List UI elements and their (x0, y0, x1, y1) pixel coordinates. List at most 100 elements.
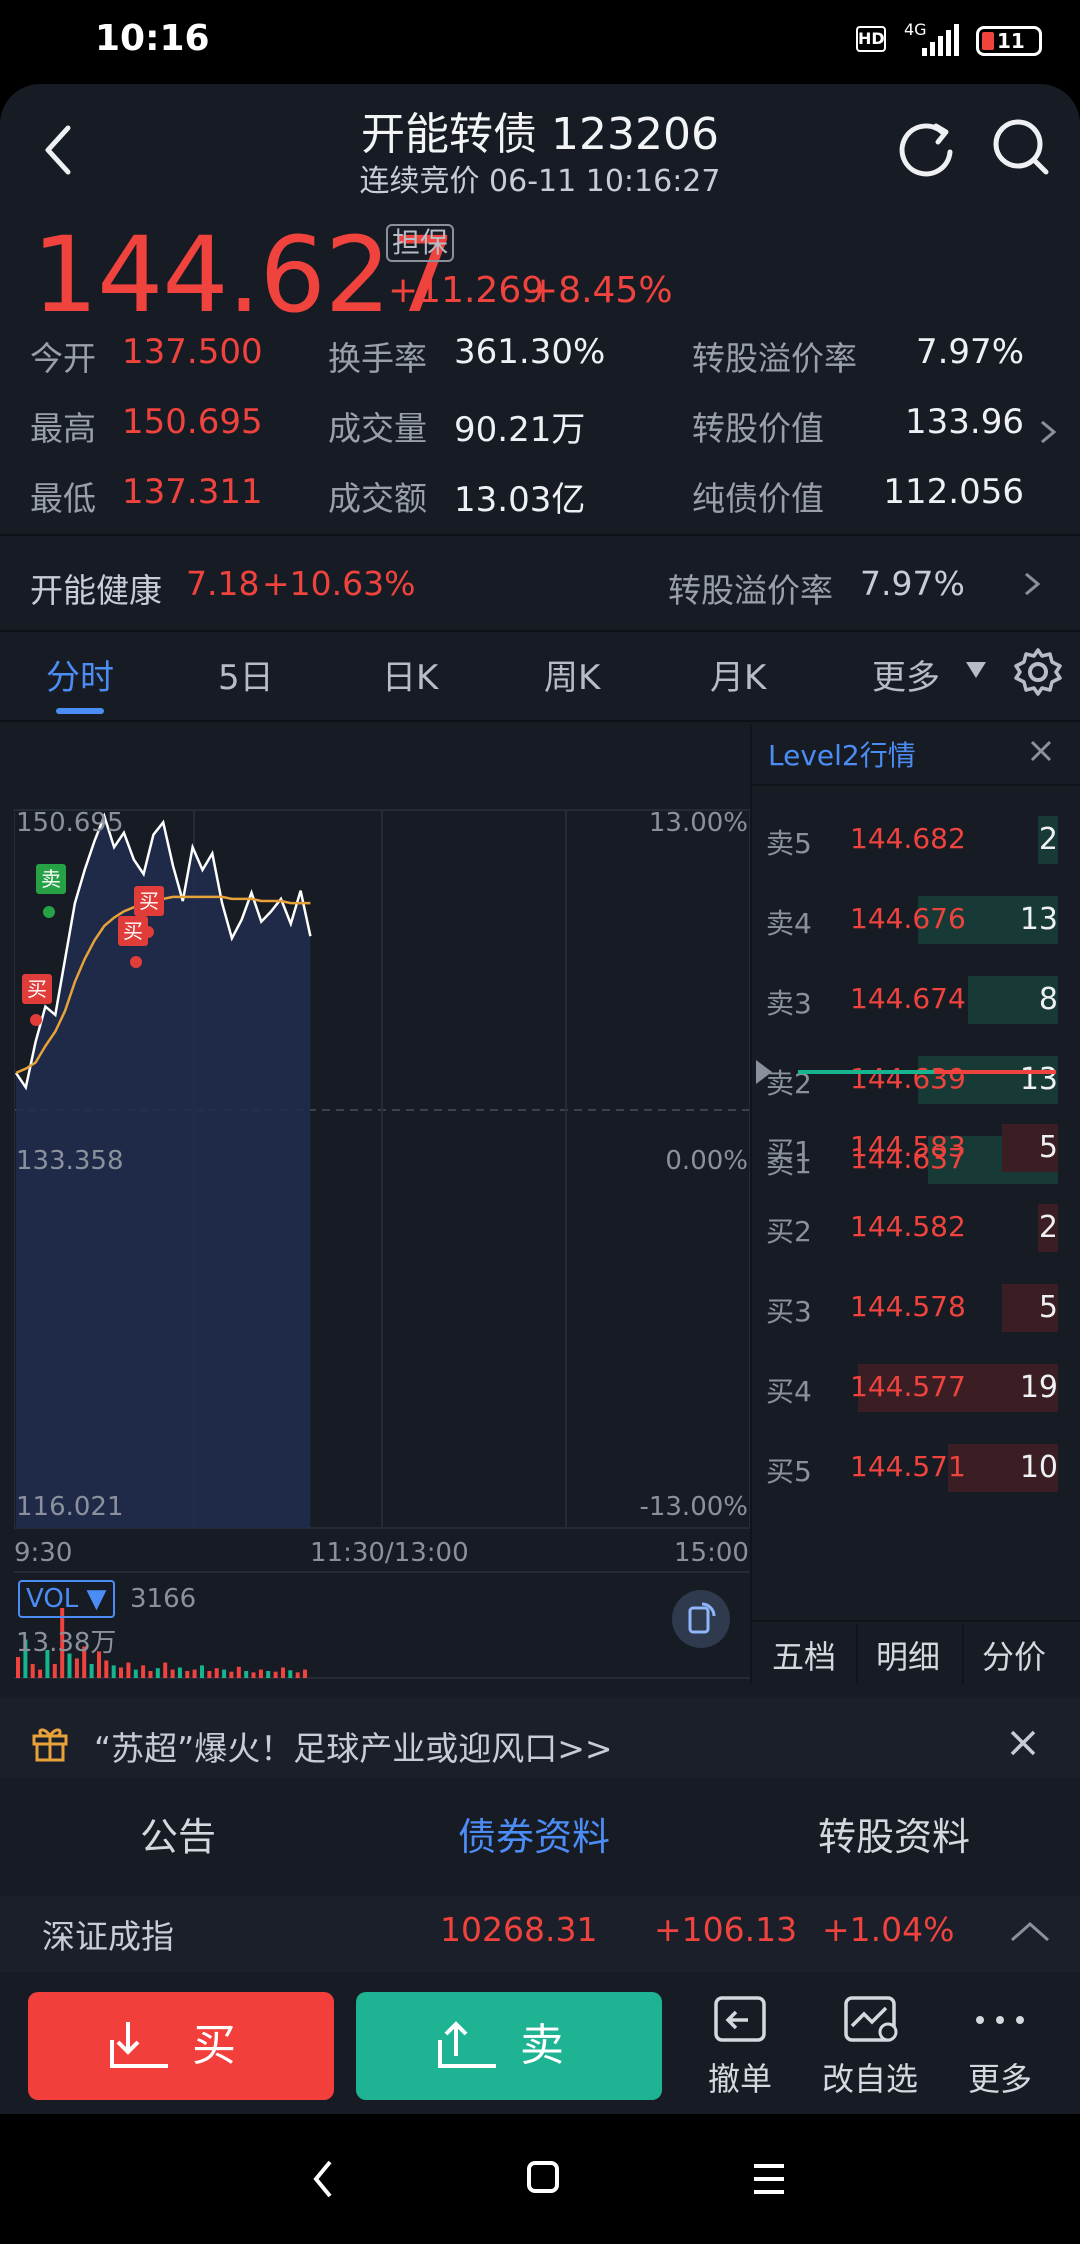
stat-value-high: 150.695 (122, 402, 263, 442)
tab-underline (56, 708, 104, 714)
more-actions-button[interactable]: 更多 (930, 1992, 1070, 2102)
volume-bar (163, 1662, 168, 1678)
rotate-screen-icon[interactable] (672, 1590, 730, 1648)
ask-level-price: 144.674 (850, 982, 966, 1015)
volume-bar (244, 1671, 249, 1678)
volume-bars (16, 1608, 307, 1678)
edit-watchlist-button[interactable]: 改自选 (800, 1992, 940, 2102)
ask-level-qty: 13 (1019, 902, 1058, 937)
bid-level-row[interactable]: 买1 144.583 5 (752, 1124, 1058, 1172)
close-icon[interactable] (1026, 736, 1056, 770)
settings-gear-icon[interactable] (1012, 646, 1064, 702)
volume-bar (82, 1646, 87, 1678)
promo-banner[interactable]: “苏超”爆火！足球产业或迎风口>> (0, 1698, 1080, 1788)
tab-intraday[interactable]: 分时 (46, 658, 114, 698)
buy-marker[interactable]: 买 (134, 886, 164, 916)
bid-level-row[interactable]: 买2 144.582 2 (752, 1204, 1058, 1252)
ask-level-row[interactable]: 卖2 144.639 13 (752, 1056, 1058, 1104)
volume-bar (295, 1672, 300, 1678)
stat-value-turnover-rate: 361.30% (454, 332, 606, 372)
stat-value-amount: 13.03亿 (454, 480, 586, 520)
tab-conversion-info[interactable]: 转股资料 (818, 1815, 971, 1859)
signal-icon (920, 22, 962, 62)
cancel-order-label: 撤单 (707, 2060, 772, 2098)
volume-bar (30, 1664, 35, 1678)
price-change-pct: +8.45% (528, 270, 673, 311)
stats-expand-chevron-icon[interactable] (1036, 414, 1060, 454)
y-axis-bottom-label: 116.021 (16, 1492, 124, 1522)
indicator-selector[interactable]: VOL ▼ (18, 1580, 115, 1618)
nav-back-icon[interactable] (308, 2154, 338, 2208)
tab-details[interactable]: 明细 (876, 1638, 941, 1676)
sell-button[interactable]: 卖 (356, 1992, 662, 2100)
ask-depth-bar (918, 1056, 1058, 1104)
underlying-price: 7.18 (186, 564, 260, 603)
chevron-up-icon[interactable] (1008, 1916, 1052, 1950)
sell-marker[interactable]: 卖 (36, 864, 66, 894)
order-book-title: Level2行情 (768, 739, 916, 772)
nav-menu-icon[interactable] (752, 2162, 786, 2200)
bid-depth-bar (948, 1444, 1058, 1492)
bid-level-label: 买2 (766, 1215, 812, 1248)
buy-marker[interactable]: 买 (22, 974, 52, 1004)
pct-axis-mid-label: 0.00% (665, 1146, 748, 1176)
ask-depth-bar (918, 896, 1058, 944)
buy-marker-dot (142, 926, 154, 938)
volume-bar (214, 1668, 219, 1678)
bid-level-row[interactable]: 买3 144.578 5 (752, 1284, 1058, 1332)
volume-bar (207, 1671, 212, 1678)
stat-label-low: 最低 (30, 479, 96, 518)
tab-daily-k[interactable]: 日K (382, 658, 439, 698)
nav-home-icon[interactable] (526, 2160, 560, 2198)
ask-level-label: 卖4 (766, 907, 812, 940)
promo-close-icon[interactable] (1006, 1726, 1040, 1764)
volume-bar (23, 1639, 28, 1678)
stat-value-volume: 90.21万 (454, 410, 586, 450)
trading-status: 连续竞价 06-11 10:16:27 (359, 164, 721, 199)
underlying-stock-row[interactable]: 开能健康 7.18 +10.63% 转股溢价率 7.97% (0, 536, 1080, 630)
status-time: 10:16 (95, 18, 210, 59)
bid-level-qty: 5 (1038, 1130, 1058, 1165)
stat-value-conversion-premium: 7.97% (915, 332, 1024, 372)
underlying-name: 开能健康 (30, 571, 162, 610)
volume-bar (229, 1671, 234, 1678)
index-ticker-row[interactable]: 深证成指 10268.31 +106.13 +1.04% (0, 1896, 1080, 1972)
tab-5day[interactable]: 5日 (218, 658, 274, 698)
refresh-icon[interactable] (892, 114, 962, 184)
bid-level-row[interactable]: 买5 144.571 10 (752, 1444, 1058, 1492)
guarantee-badge: 担保 (386, 224, 455, 262)
network-label: 4G (904, 20, 927, 39)
ask-level-row[interactable]: 卖4 144.676 13 (752, 896, 1058, 944)
edit-watchlist-label: 改自选 (821, 2060, 918, 2098)
ask-level-row[interactable]: 卖5 144.682 2 (752, 816, 1058, 864)
tab-more[interactable]: 更多 (872, 658, 940, 698)
tab-price-breakdown[interactable]: 分价 (982, 1638, 1047, 1676)
search-icon[interactable] (986, 112, 1056, 182)
volume-bar (133, 1669, 138, 1678)
dropdown-triangle-icon[interactable] (964, 660, 988, 684)
bid-level-label: 买5 (766, 1455, 812, 1488)
ask-level-row[interactable]: 卖3 144.674 8 (752, 976, 1058, 1024)
tab-announcements[interactable]: 公告 (140, 1815, 217, 1859)
status-bar: 10:16 HD 4G 11 (0, 0, 1080, 84)
bid-level-qty: 5 (1038, 1290, 1058, 1325)
stat-value-bond-value: 112.056 (883, 472, 1024, 512)
page-title: 开能转债 123206 (361, 109, 719, 160)
tab-monthly-k[interactable]: 月K (710, 658, 767, 698)
tab-weekly-k[interactable]: 周K (544, 658, 601, 698)
buy-button-label: 买 (192, 2020, 236, 2071)
bid-level-row[interactable]: 买4 144.577 19 (752, 1364, 1058, 1412)
stat-value-open: 137.500 (122, 332, 263, 372)
bid-level-label: 买4 (766, 1375, 812, 1408)
tab-bond-info[interactable]: 债券资料 (458, 1815, 611, 1859)
tab-five-levels[interactable]: 五档 (772, 1638, 837, 1676)
buy-button[interactable]: 买 (28, 1992, 334, 2100)
stat-label-conversion-value: 转股价值 (692, 409, 824, 448)
intraday-chart[interactable]: 150.695 133.358 116.021 13.00% 0.00% -13… (13, 724, 751, 1684)
cancel-order-button[interactable]: 撤单 (670, 1992, 810, 2102)
volume-bar (266, 1671, 271, 1678)
sell-marker-dot (43, 906, 55, 918)
volume-bar (74, 1658, 79, 1678)
volume-bar (119, 1667, 123, 1678)
back-icon[interactable] (38, 120, 82, 184)
